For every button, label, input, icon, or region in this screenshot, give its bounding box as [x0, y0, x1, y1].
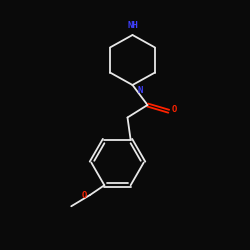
Text: N: N	[137, 86, 142, 95]
Text: O: O	[172, 106, 177, 114]
Text: O: O	[82, 190, 87, 200]
Text: NH: NH	[127, 21, 138, 30]
